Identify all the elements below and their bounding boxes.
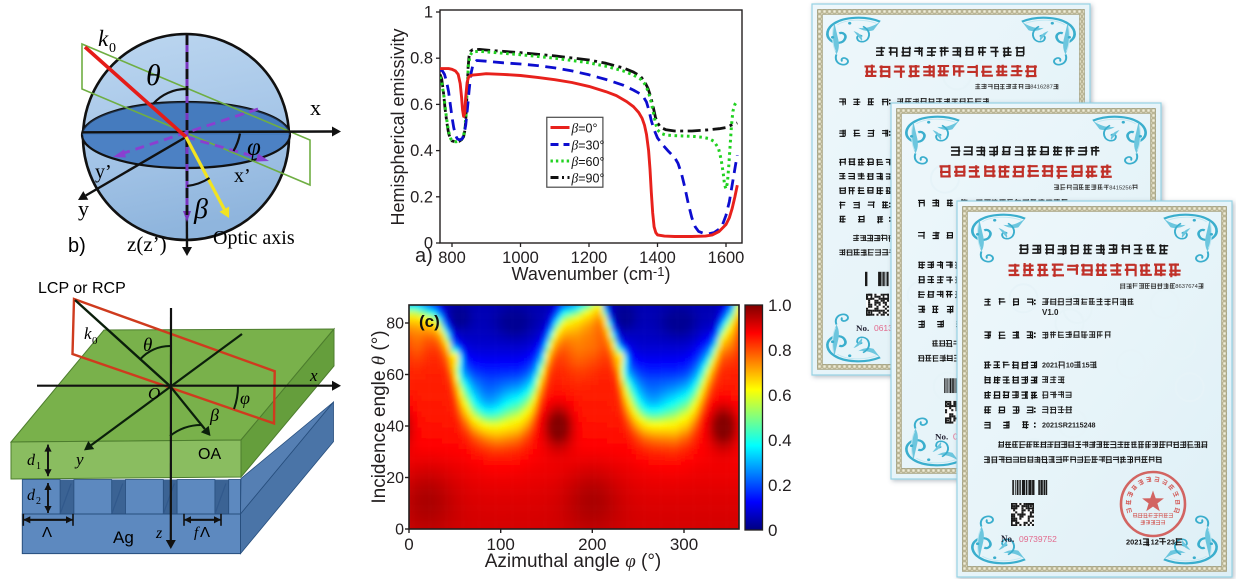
svg-text:09739752: 09739752 (1019, 534, 1057, 544)
svg-text:0.2: 0.2 (410, 188, 433, 206)
svg-text:x: x (310, 95, 321, 120)
svg-text:β=90°: β=90° (571, 171, 605, 186)
svg-text:8637674: 8637674 (1175, 284, 1198, 290)
svg-text:12: 12 (1151, 538, 1159, 547)
svg-text:1600: 1600 (708, 249, 745, 267)
svg-text:Ag: Ag (113, 528, 134, 547)
svg-text:0: 0 (395, 522, 404, 539)
svg-text:y’: y’ (95, 161, 112, 183)
svg-text:β: β (209, 405, 219, 425)
svg-text:1400: 1400 (639, 249, 676, 267)
svg-text:300: 300 (670, 535, 698, 554)
svg-text:Λ: Λ (42, 524, 52, 541)
svg-text:No.: No. (856, 323, 869, 333)
svg-text:8416287: 8416287 (1030, 85, 1053, 91)
svg-text:0.8: 0.8 (768, 341, 792, 360)
svg-text:1000: 1000 (502, 249, 539, 267)
svg-text:OA: OA (198, 446, 221, 463)
svg-text:0.4: 0.4 (410, 142, 433, 160)
svg-text:200: 200 (578, 535, 606, 554)
svg-text:θ: θ (143, 335, 152, 356)
svg-text:φ: φ (240, 388, 250, 408)
svg-text:y: y (78, 196, 89, 221)
svg-text:10: 10 (1066, 361, 1074, 370)
svg-text:0.2: 0.2 (768, 476, 792, 495)
svg-text:No.: No. (1001, 534, 1014, 544)
svg-text:f: f (194, 525, 200, 541)
svg-text:V1.0: V1.0 (1042, 308, 1059, 317)
svg-text:Incidence engle θ (°): Incidence engle θ (°) (369, 330, 390, 503)
svg-text:k: k (98, 26, 109, 51)
svg-text:d: d (27, 487, 36, 504)
svg-text:1.0: 1.0 (768, 296, 792, 315)
svg-text:0: 0 (424, 235, 433, 253)
svg-text:80: 80 (386, 316, 404, 333)
svg-text:40: 40 (386, 419, 404, 436)
svg-text:0: 0 (404, 535, 413, 554)
svg-text:β=0°: β=0° (571, 121, 598, 136)
svg-text:0: 0 (109, 41, 116, 56)
svg-text:1: 1 (36, 461, 41, 472)
svg-text:x: x (309, 366, 318, 385)
svg-text:θ: θ (146, 59, 161, 92)
svg-text:k: k (84, 324, 92, 343)
svg-text:0.6: 0.6 (768, 386, 792, 405)
svg-text:23: 23 (1167, 538, 1175, 547)
svg-text:100: 100 (487, 535, 515, 554)
svg-text:β: β (193, 194, 208, 225)
svg-text:β=60°: β=60° (571, 154, 605, 169)
svg-text:d: d (27, 452, 36, 469)
svg-text:Azimuthal angle φ (°): Azimuthal angle φ (°) (485, 551, 662, 572)
svg-text:Λ: Λ (200, 524, 210, 541)
svg-text:800: 800 (438, 249, 466, 267)
svg-text:O: O (148, 384, 160, 403)
svg-text:0: 0 (768, 521, 777, 540)
svg-text:LCP or RCP: LCP or RCP (38, 280, 126, 297)
svg-text:(c): (c) (419, 312, 440, 331)
svg-text:β=30°: β=30° (571, 138, 605, 153)
svg-text:z: z (155, 525, 163, 542)
svg-text:2021: 2021 (1042, 361, 1058, 370)
svg-text:2021SR2115248: 2021SR2115248 (1042, 421, 1096, 430)
svg-text:2: 2 (36, 496, 41, 507)
svg-text:60: 60 (386, 367, 404, 384)
svg-text:0: 0 (92, 335, 98, 347)
svg-text:2021: 2021 (1126, 538, 1142, 547)
svg-text:0.6: 0.6 (410, 96, 433, 114)
svg-text:Optic axis: Optic axis (213, 227, 295, 249)
svg-text:1200: 1200 (571, 249, 608, 267)
svg-text:1: 1 (424, 4, 433, 22)
svg-text:x’: x’ (234, 165, 251, 187)
svg-text:y: y (74, 450, 84, 469)
svg-text:φ: φ (247, 134, 261, 161)
svg-text:No.: No. (935, 431, 948, 441)
svg-text:b): b) (68, 235, 86, 257)
svg-text:20: 20 (386, 470, 404, 487)
svg-text:0.4: 0.4 (768, 431, 792, 450)
svg-text:15: 15 (1082, 361, 1090, 370)
svg-text:Hemispherical emissivity: Hemispherical emissivity (388, 28, 408, 225)
svg-text:a): a) (415, 245, 433, 267)
svg-text:Wavenumber (cm-1): Wavenumber (cm-1) (512, 264, 671, 284)
svg-text:z(z’): z(z’) (127, 232, 167, 256)
svg-text:0.8: 0.8 (410, 50, 433, 68)
svg-text:8415256: 8415256 (1109, 185, 1132, 191)
